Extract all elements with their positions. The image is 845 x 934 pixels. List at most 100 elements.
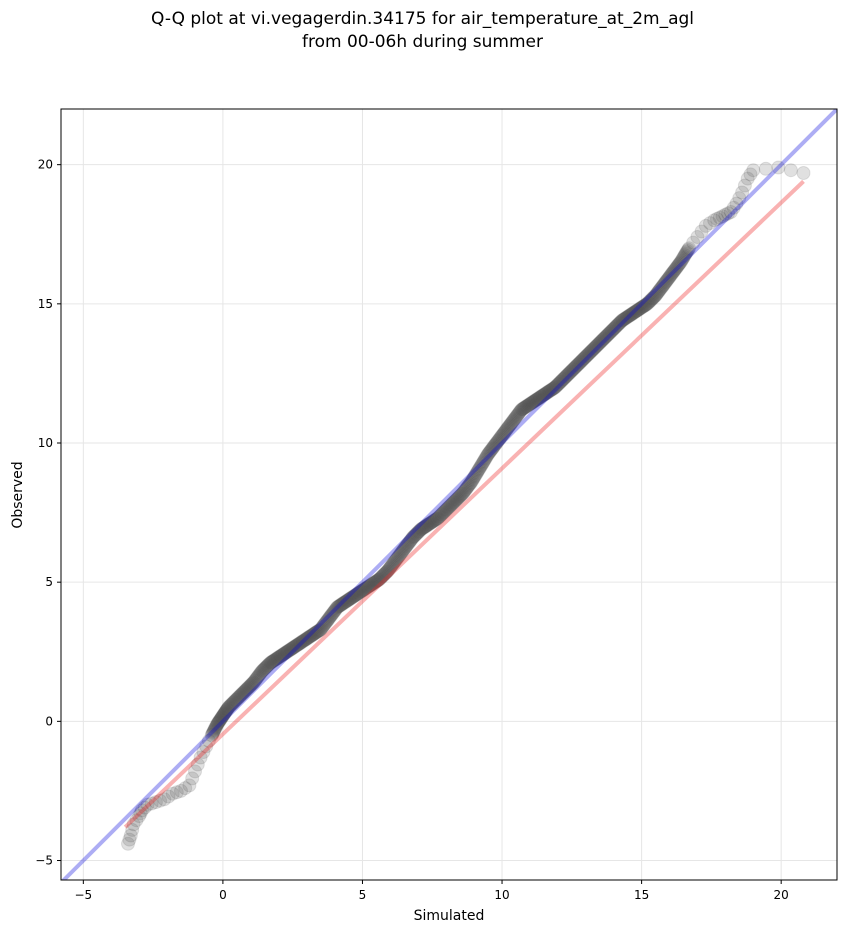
data-point (365, 576, 380, 591)
data-point (437, 504, 452, 519)
data-point (631, 303, 645, 317)
data-point (672, 256, 687, 271)
data-point (670, 259, 685, 274)
data-point (354, 584, 369, 599)
data-point (415, 521, 430, 536)
data-point (391, 549, 406, 564)
data-point (244, 677, 259, 692)
data-point (528, 393, 543, 408)
data-point (444, 497, 459, 512)
data-point (522, 397, 537, 411)
data-point (743, 167, 758, 182)
x-tick-label: 0 (219, 888, 227, 902)
y-tick-label: 20 (38, 158, 53, 172)
data-point (580, 347, 595, 362)
data-point (427, 513, 442, 528)
data-point (165, 786, 180, 801)
data-point (227, 694, 242, 709)
data-point (475, 456, 490, 471)
data-point (450, 491, 465, 506)
data-point (291, 637, 306, 651)
data-point (626, 305, 641, 320)
data-point (662, 269, 677, 284)
data-point (661, 271, 676, 286)
data-point (464, 475, 479, 489)
data-point (675, 252, 690, 267)
data-point (663, 268, 678, 283)
data-point (400, 537, 415, 552)
data-point (746, 163, 761, 178)
data-point (234, 687, 248, 702)
data-point (201, 733, 216, 748)
data-point (678, 246, 693, 261)
data-point (466, 472, 480, 487)
data-point (407, 529, 422, 543)
data-point (595, 333, 609, 348)
data-point (653, 281, 668, 296)
data-point (447, 494, 462, 509)
data-point (694, 224, 709, 239)
data-point (296, 634, 310, 649)
data-point (157, 792, 172, 807)
data-point (403, 534, 418, 548)
chart-title: Q-Q plot at vi.vegagerdin.34175 for air_… (0, 8, 845, 54)
data-point (270, 651, 285, 666)
data-point (418, 519, 433, 534)
data-point (565, 362, 580, 377)
data-point (368, 575, 382, 590)
data-point (381, 562, 396, 577)
data-point (398, 540, 413, 555)
data-point (597, 331, 612, 346)
data-point (548, 380, 563, 395)
data-point (651, 285, 666, 300)
data-point (199, 739, 214, 754)
data-point (237, 684, 252, 699)
data-point (542, 384, 557, 399)
data-point (441, 500, 456, 515)
x-tick-label: 10 (494, 888, 509, 902)
data-point (286, 640, 301, 655)
data-point (503, 417, 518, 432)
data-point (222, 699, 237, 714)
data-point (454, 487, 469, 502)
data-point (422, 516, 437, 531)
data-point (698, 218, 713, 233)
data-point (375, 569, 390, 584)
data-point (618, 311, 633, 326)
data-point (641, 296, 655, 310)
data-point (208, 721, 223, 736)
data-point (251, 668, 266, 683)
data-point (309, 625, 324, 640)
data-point (600, 327, 615, 342)
data-point (459, 481, 474, 496)
data-point (471, 463, 485, 478)
data-point (630, 303, 645, 318)
data-point (783, 163, 798, 178)
data-point (466, 470, 481, 485)
data-point (625, 306, 640, 321)
data-point (553, 375, 568, 390)
data-point (681, 242, 696, 257)
data-point (230, 691, 245, 706)
data-point (326, 605, 341, 620)
data-point (399, 538, 414, 553)
data-point (639, 297, 654, 312)
data-point (234, 687, 249, 702)
data-point (269, 652, 284, 666)
data-point (570, 357, 585, 372)
data-point (378, 566, 393, 581)
data-point (499, 422, 514, 437)
data-point (364, 577, 379, 592)
data-point (253, 666, 268, 681)
data-point (214, 711, 229, 726)
data-point (677, 248, 692, 263)
data-point (358, 581, 373, 596)
data-point (590, 337, 605, 352)
data-point (126, 817, 141, 832)
data-point (353, 584, 368, 599)
data-point (342, 591, 357, 606)
y-tick-label: 0 (45, 714, 53, 728)
data-point (311, 623, 326, 638)
data-point (169, 785, 184, 800)
data-point (411, 524, 426, 539)
